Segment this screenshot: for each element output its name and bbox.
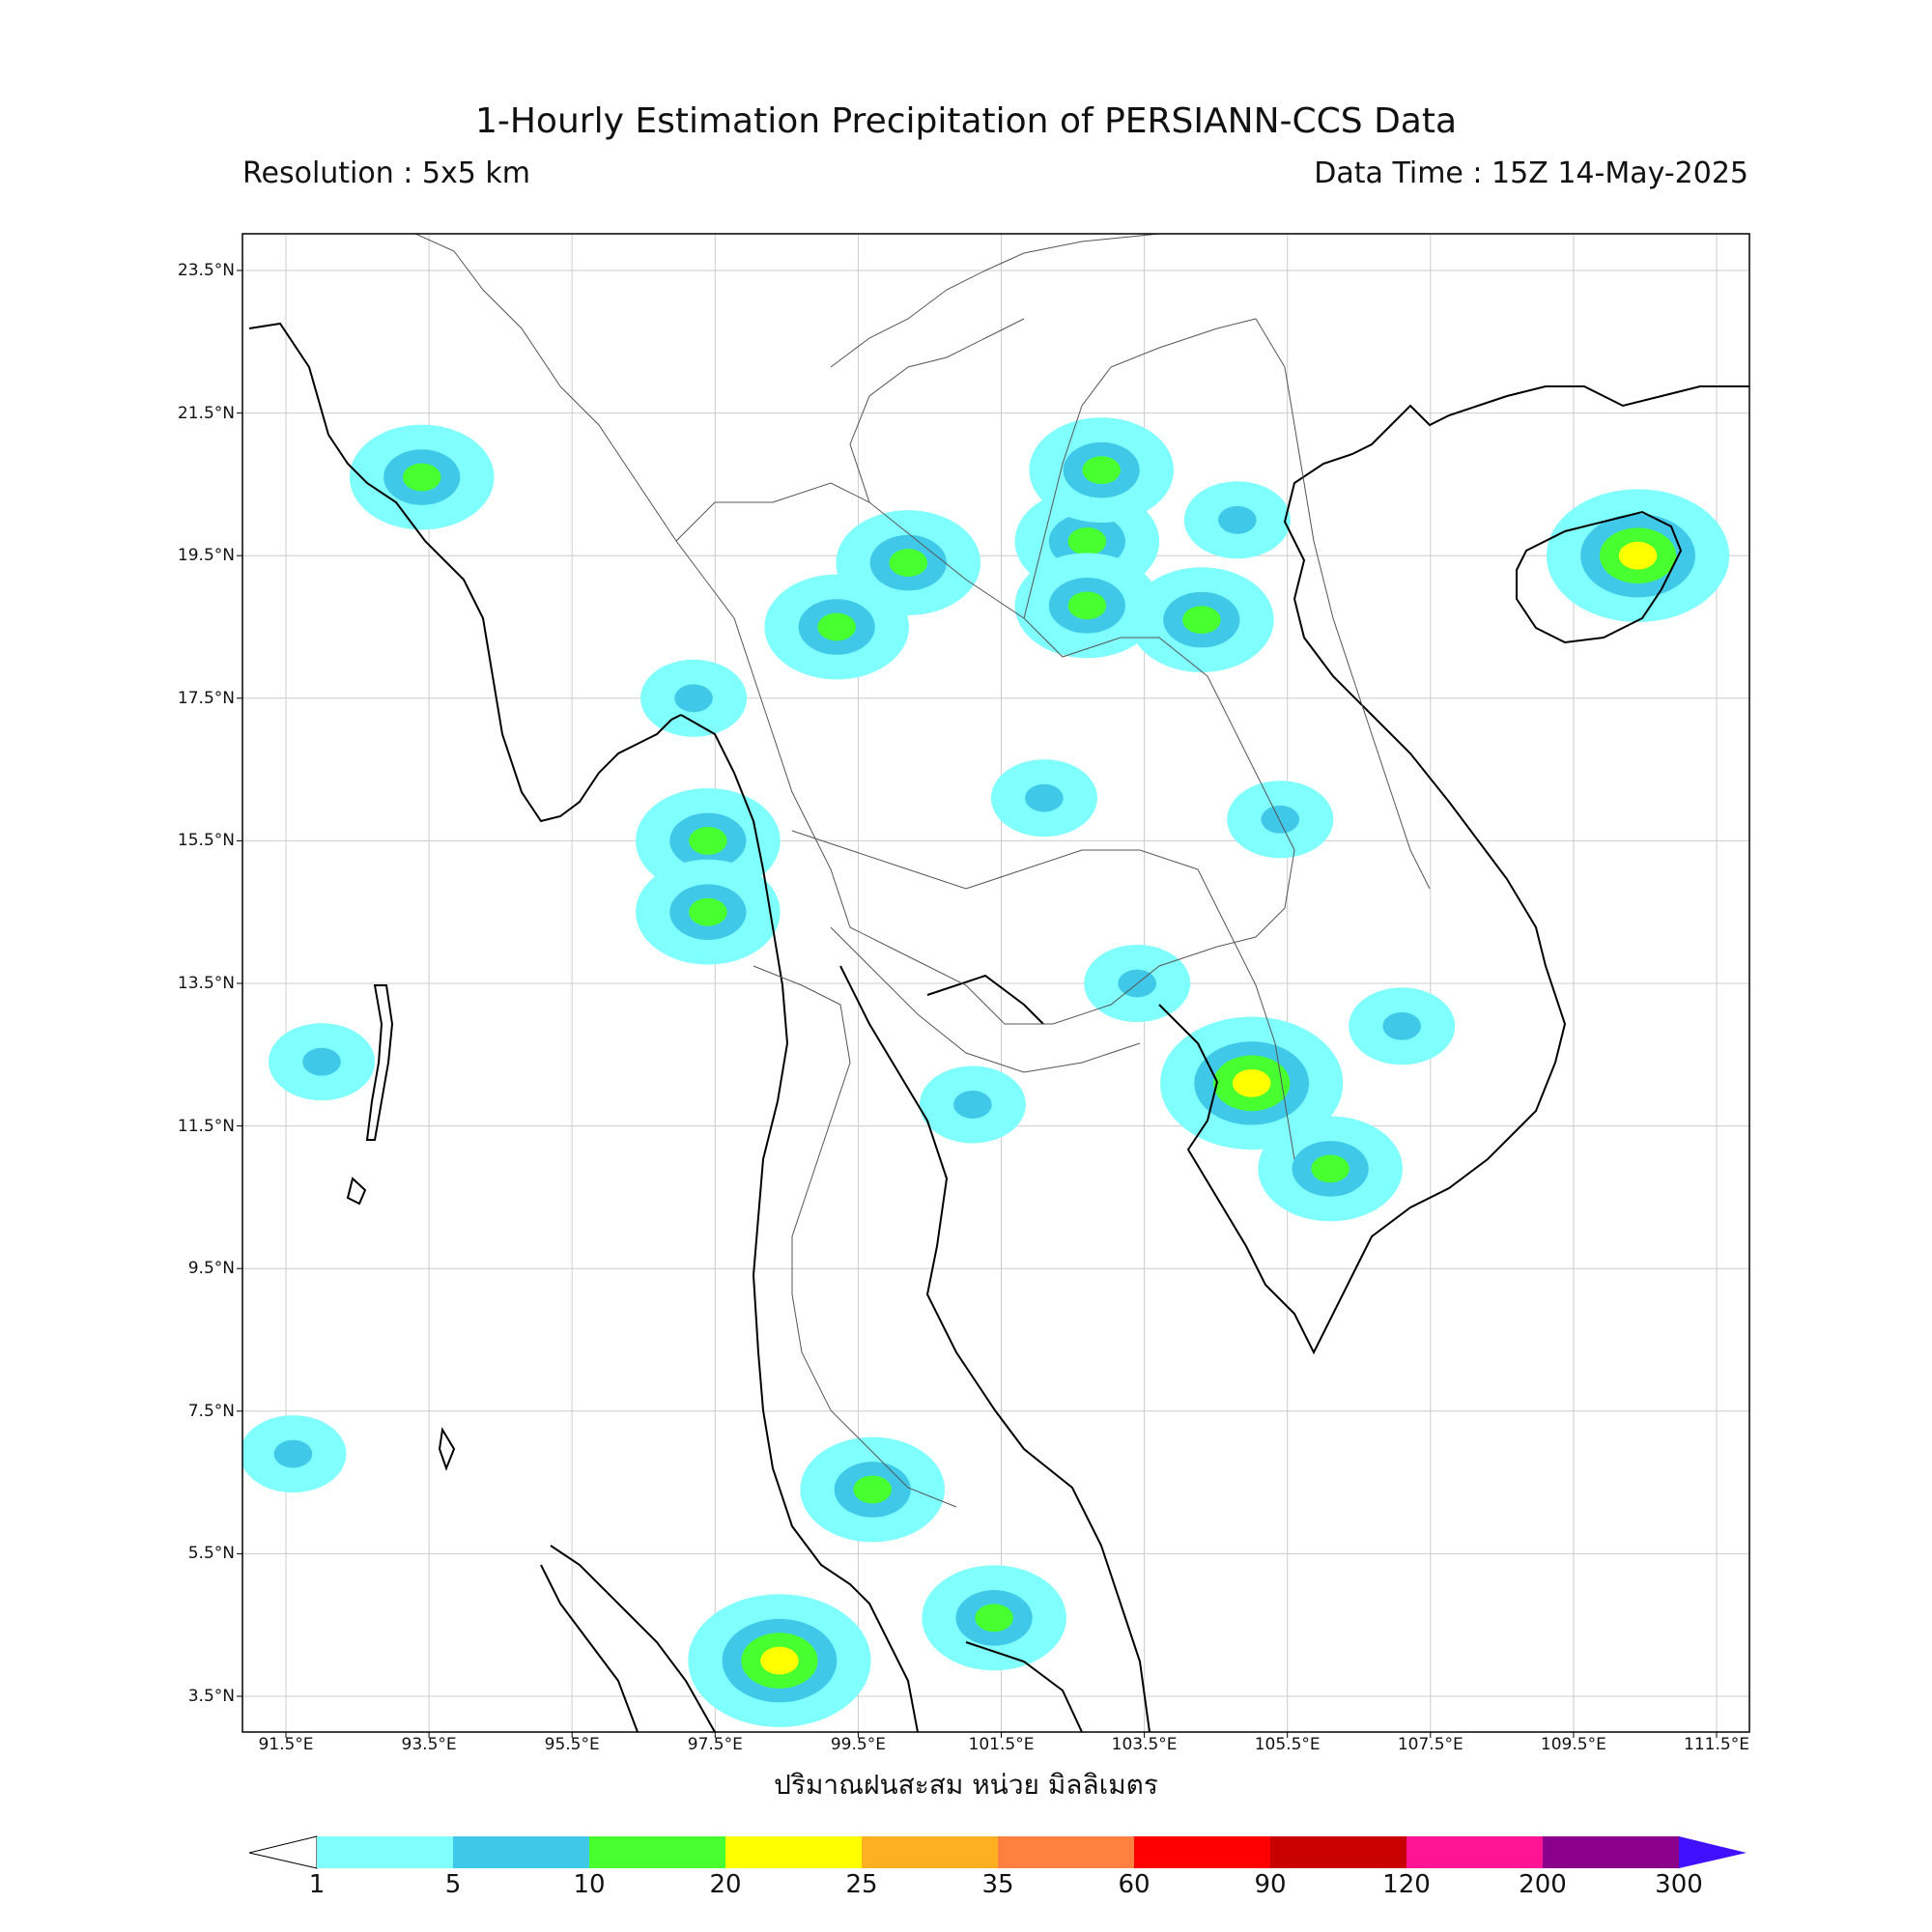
colorbar-label: 5 xyxy=(444,1870,462,1899)
colorbar-under-arrow xyxy=(248,1835,318,1869)
rain-cell-level-2 xyxy=(1067,591,1107,620)
colorbar-label: 1 xyxy=(308,1870,326,1899)
rain-cell-level-1 xyxy=(1218,505,1257,534)
lat-tick-label: 15.5°N xyxy=(177,831,235,851)
rain-cell-level-1 xyxy=(953,1091,992,1119)
rain-cell-level-2 xyxy=(975,1604,1013,1633)
colorbar-segment xyxy=(725,1836,862,1868)
colorbar-segment xyxy=(998,1836,1134,1868)
lon-tick-label: 91.5°E xyxy=(258,1735,314,1754)
rain-cell-level-2 xyxy=(1182,606,1221,635)
rain-cell-level-1 xyxy=(674,684,713,713)
colorbar-segment xyxy=(317,1836,453,1868)
admin-borders xyxy=(414,234,1431,1508)
colorbar-label: 90 xyxy=(1254,1870,1287,1899)
rain-cell-level-1 xyxy=(273,1439,313,1468)
colorbar-label: 20 xyxy=(709,1870,742,1899)
rain-cell-level-3 xyxy=(1618,541,1658,570)
colorbar-segment xyxy=(1543,1836,1679,1868)
colorbar-over-arrow xyxy=(1679,1836,1747,1868)
rain-cell-level-2 xyxy=(402,463,441,492)
resolution-label: Resolution : 5x5 km xyxy=(242,156,530,190)
rain-cell-level-2 xyxy=(689,897,727,926)
lon-tick-label: 105.5°E xyxy=(1254,1735,1321,1754)
rain-cell-level-2 xyxy=(689,827,727,855)
colorbar-label: 25 xyxy=(845,1870,878,1899)
rain-cell-level-2 xyxy=(1082,456,1121,485)
rain-cell-level-2 xyxy=(853,1475,893,1504)
lon-tick-marks xyxy=(285,1732,1718,1738)
lon-tick-label: 101.5°E xyxy=(968,1735,1035,1754)
rain-cell-level-2 xyxy=(889,549,928,577)
colorbar-label: 60 xyxy=(1118,1870,1151,1899)
colorbar-segment xyxy=(1406,1836,1543,1868)
lon-tick-label: 109.5°E xyxy=(1540,1735,1606,1754)
colorbar-label: 120 xyxy=(1382,1870,1431,1899)
lon-tick-label: 93.5°E xyxy=(401,1735,457,1754)
rain-cell-level-2 xyxy=(1067,527,1107,555)
lat-tick-label: 5.5°N xyxy=(187,1544,235,1564)
rain-cell-level-2 xyxy=(1311,1154,1350,1183)
rain-cell-level-2 xyxy=(817,612,856,641)
data-time-label: Data Time : 15Z 14-May-2025 xyxy=(1314,156,1748,190)
rain-cells xyxy=(242,417,1730,1727)
rain-cell-level-3 xyxy=(1232,1068,1271,1097)
xaxis-label: ปริมาณฝนสะสม หน่วย มิลลิเมตร xyxy=(774,1769,1158,1801)
lat-tick-label: 17.5°N xyxy=(177,688,235,708)
colorbar-label: 300 xyxy=(1655,1870,1703,1899)
lon-tick-label: 95.5°E xyxy=(544,1735,600,1754)
lon-tick-label: 111.5°E xyxy=(1684,1735,1749,1754)
rain-cell-level-3 xyxy=(760,1646,799,1675)
lon-tick-label: 107.5°E xyxy=(1397,1735,1463,1754)
lon-tick-label: 97.5°E xyxy=(687,1735,743,1754)
colorbar-segment xyxy=(589,1836,725,1868)
colorbar-label: 200 xyxy=(1519,1870,1567,1899)
rain-cell-level-1 xyxy=(1025,783,1064,812)
lat-tick-label: 21.5°N xyxy=(177,403,235,423)
lat-tick-label: 13.5°N xyxy=(177,974,235,993)
lat-tick-label: 3.5°N xyxy=(187,1687,235,1706)
colorbar-label: 35 xyxy=(981,1870,1014,1899)
lat-tick-label: 7.5°N xyxy=(187,1401,235,1421)
colorbar-segment xyxy=(1134,1836,1270,1868)
colorbar-label: 10 xyxy=(573,1870,606,1899)
lat-tick-label: 23.5°N xyxy=(177,261,235,280)
colorbar-segment xyxy=(453,1836,589,1868)
colorbar-segment xyxy=(1270,1836,1406,1868)
lon-tick-label: 103.5°E xyxy=(1111,1735,1178,1754)
lon-tick-label: 99.5°E xyxy=(830,1735,886,1754)
lat-tick-marks xyxy=(237,270,242,1697)
coastline xyxy=(248,322,1749,1732)
map-title: 1-Hourly Estimation Precipitation of PER… xyxy=(474,101,1458,141)
rain-cell-level-1 xyxy=(1261,805,1300,834)
rain-cell-level-1 xyxy=(302,1047,341,1076)
lat-tick-label: 11.5°N xyxy=(177,1116,235,1136)
lat-tick-label: 19.5°N xyxy=(177,546,235,566)
lat-tick-label: 9.5°N xyxy=(187,1259,235,1279)
colorbar xyxy=(248,1835,1747,1869)
colorbar-segment xyxy=(862,1836,998,1868)
rain-cell-level-1 xyxy=(1382,1011,1421,1040)
